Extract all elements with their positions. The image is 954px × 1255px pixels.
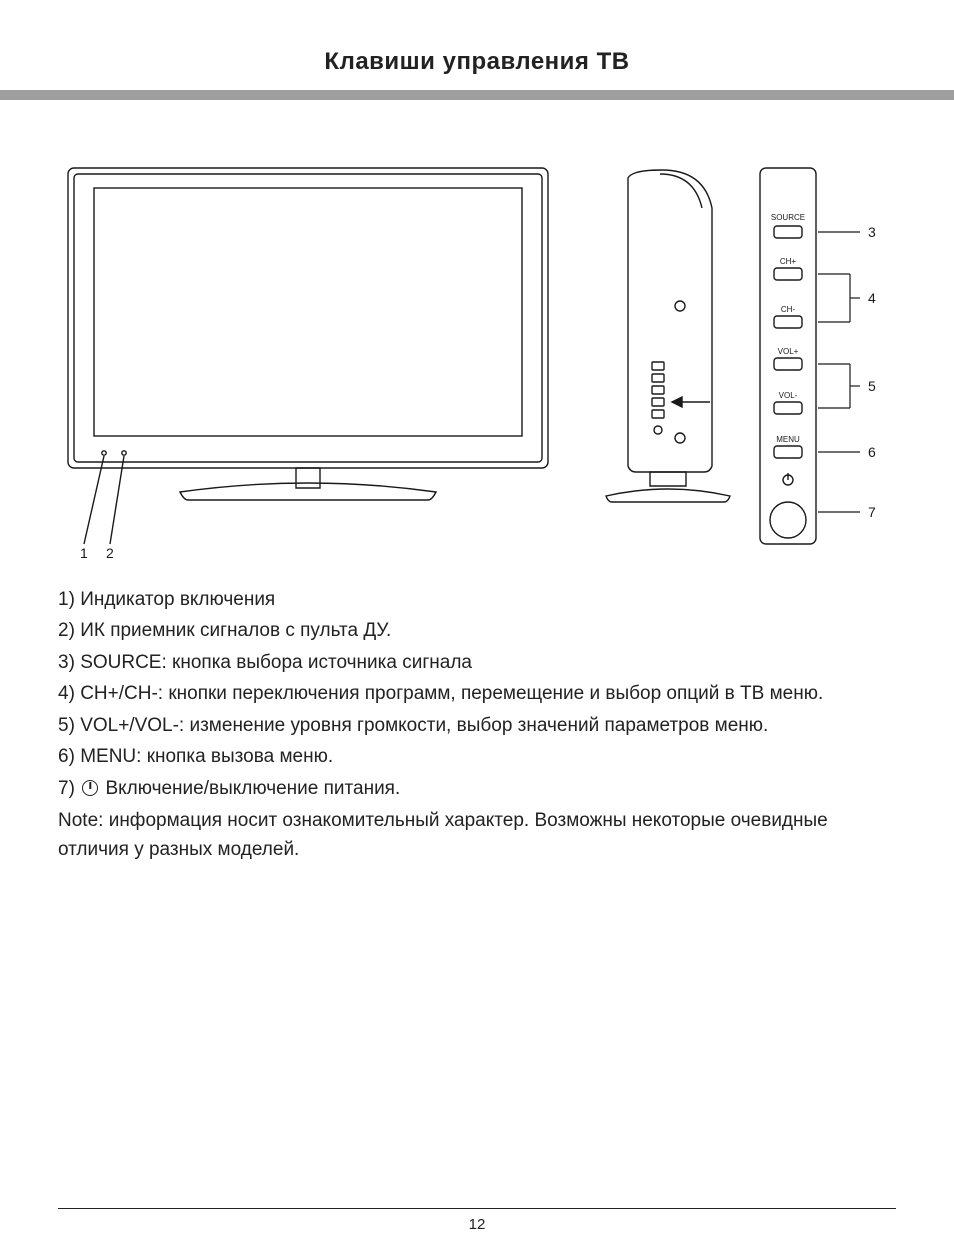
page-number: 12 bbox=[0, 1216, 954, 1233]
callout-2: 2 bbox=[106, 545, 114, 560]
callout-4: 4 bbox=[868, 290, 876, 306]
callout-3: 3 bbox=[868, 224, 876, 240]
btn-label-volplus: VOL+ bbox=[778, 347, 799, 356]
tv-diagram: 1 2 bbox=[60, 160, 880, 560]
legend-item: 6) MENU: кнопка вызова меню. bbox=[58, 742, 823, 771]
legend-item: 2) ИК приемник сигналов с пульта ДУ. bbox=[58, 616, 823, 645]
note-text: Note: информация носит ознакомительный х… bbox=[58, 806, 898, 865]
legend-item: 7) Включение/выключение питания. bbox=[58, 774, 823, 803]
btn-label-source: SOURCE bbox=[771, 213, 805, 222]
legend-item: 4) CH+/CH-: кнопки переключения программ… bbox=[58, 679, 823, 708]
legend-item: 5) VOL+/VOL-: изменение уровня громкости… bbox=[58, 711, 823, 740]
footer-rule bbox=[58, 1208, 896, 1209]
callout-5: 5 bbox=[868, 378, 876, 394]
btn-label-chplus: CH+ bbox=[780, 257, 797, 266]
power-icon bbox=[82, 780, 98, 796]
btn-label-menu: MENU bbox=[776, 435, 800, 444]
callout-1: 1 bbox=[80, 545, 88, 560]
page-title: Клавиши управления ТВ bbox=[0, 0, 954, 76]
callout-7: 7 bbox=[868, 504, 876, 520]
legend-item: 3) SOURCE: кнопка выбора источника сигна… bbox=[58, 648, 823, 677]
btn-label-chminus: CH- bbox=[781, 305, 796, 314]
document-page: Клавиши управления ТВ 1 2 bbox=[0, 0, 954, 1255]
legend-item: 1) Индикатор включения bbox=[58, 585, 823, 614]
legend-list: 1) Индикатор включения 2) ИК приемник си… bbox=[58, 585, 823, 805]
btn-label-volminus: VOL- bbox=[779, 391, 798, 400]
title-rule bbox=[0, 90, 954, 100]
callout-6: 6 bbox=[868, 444, 876, 460]
